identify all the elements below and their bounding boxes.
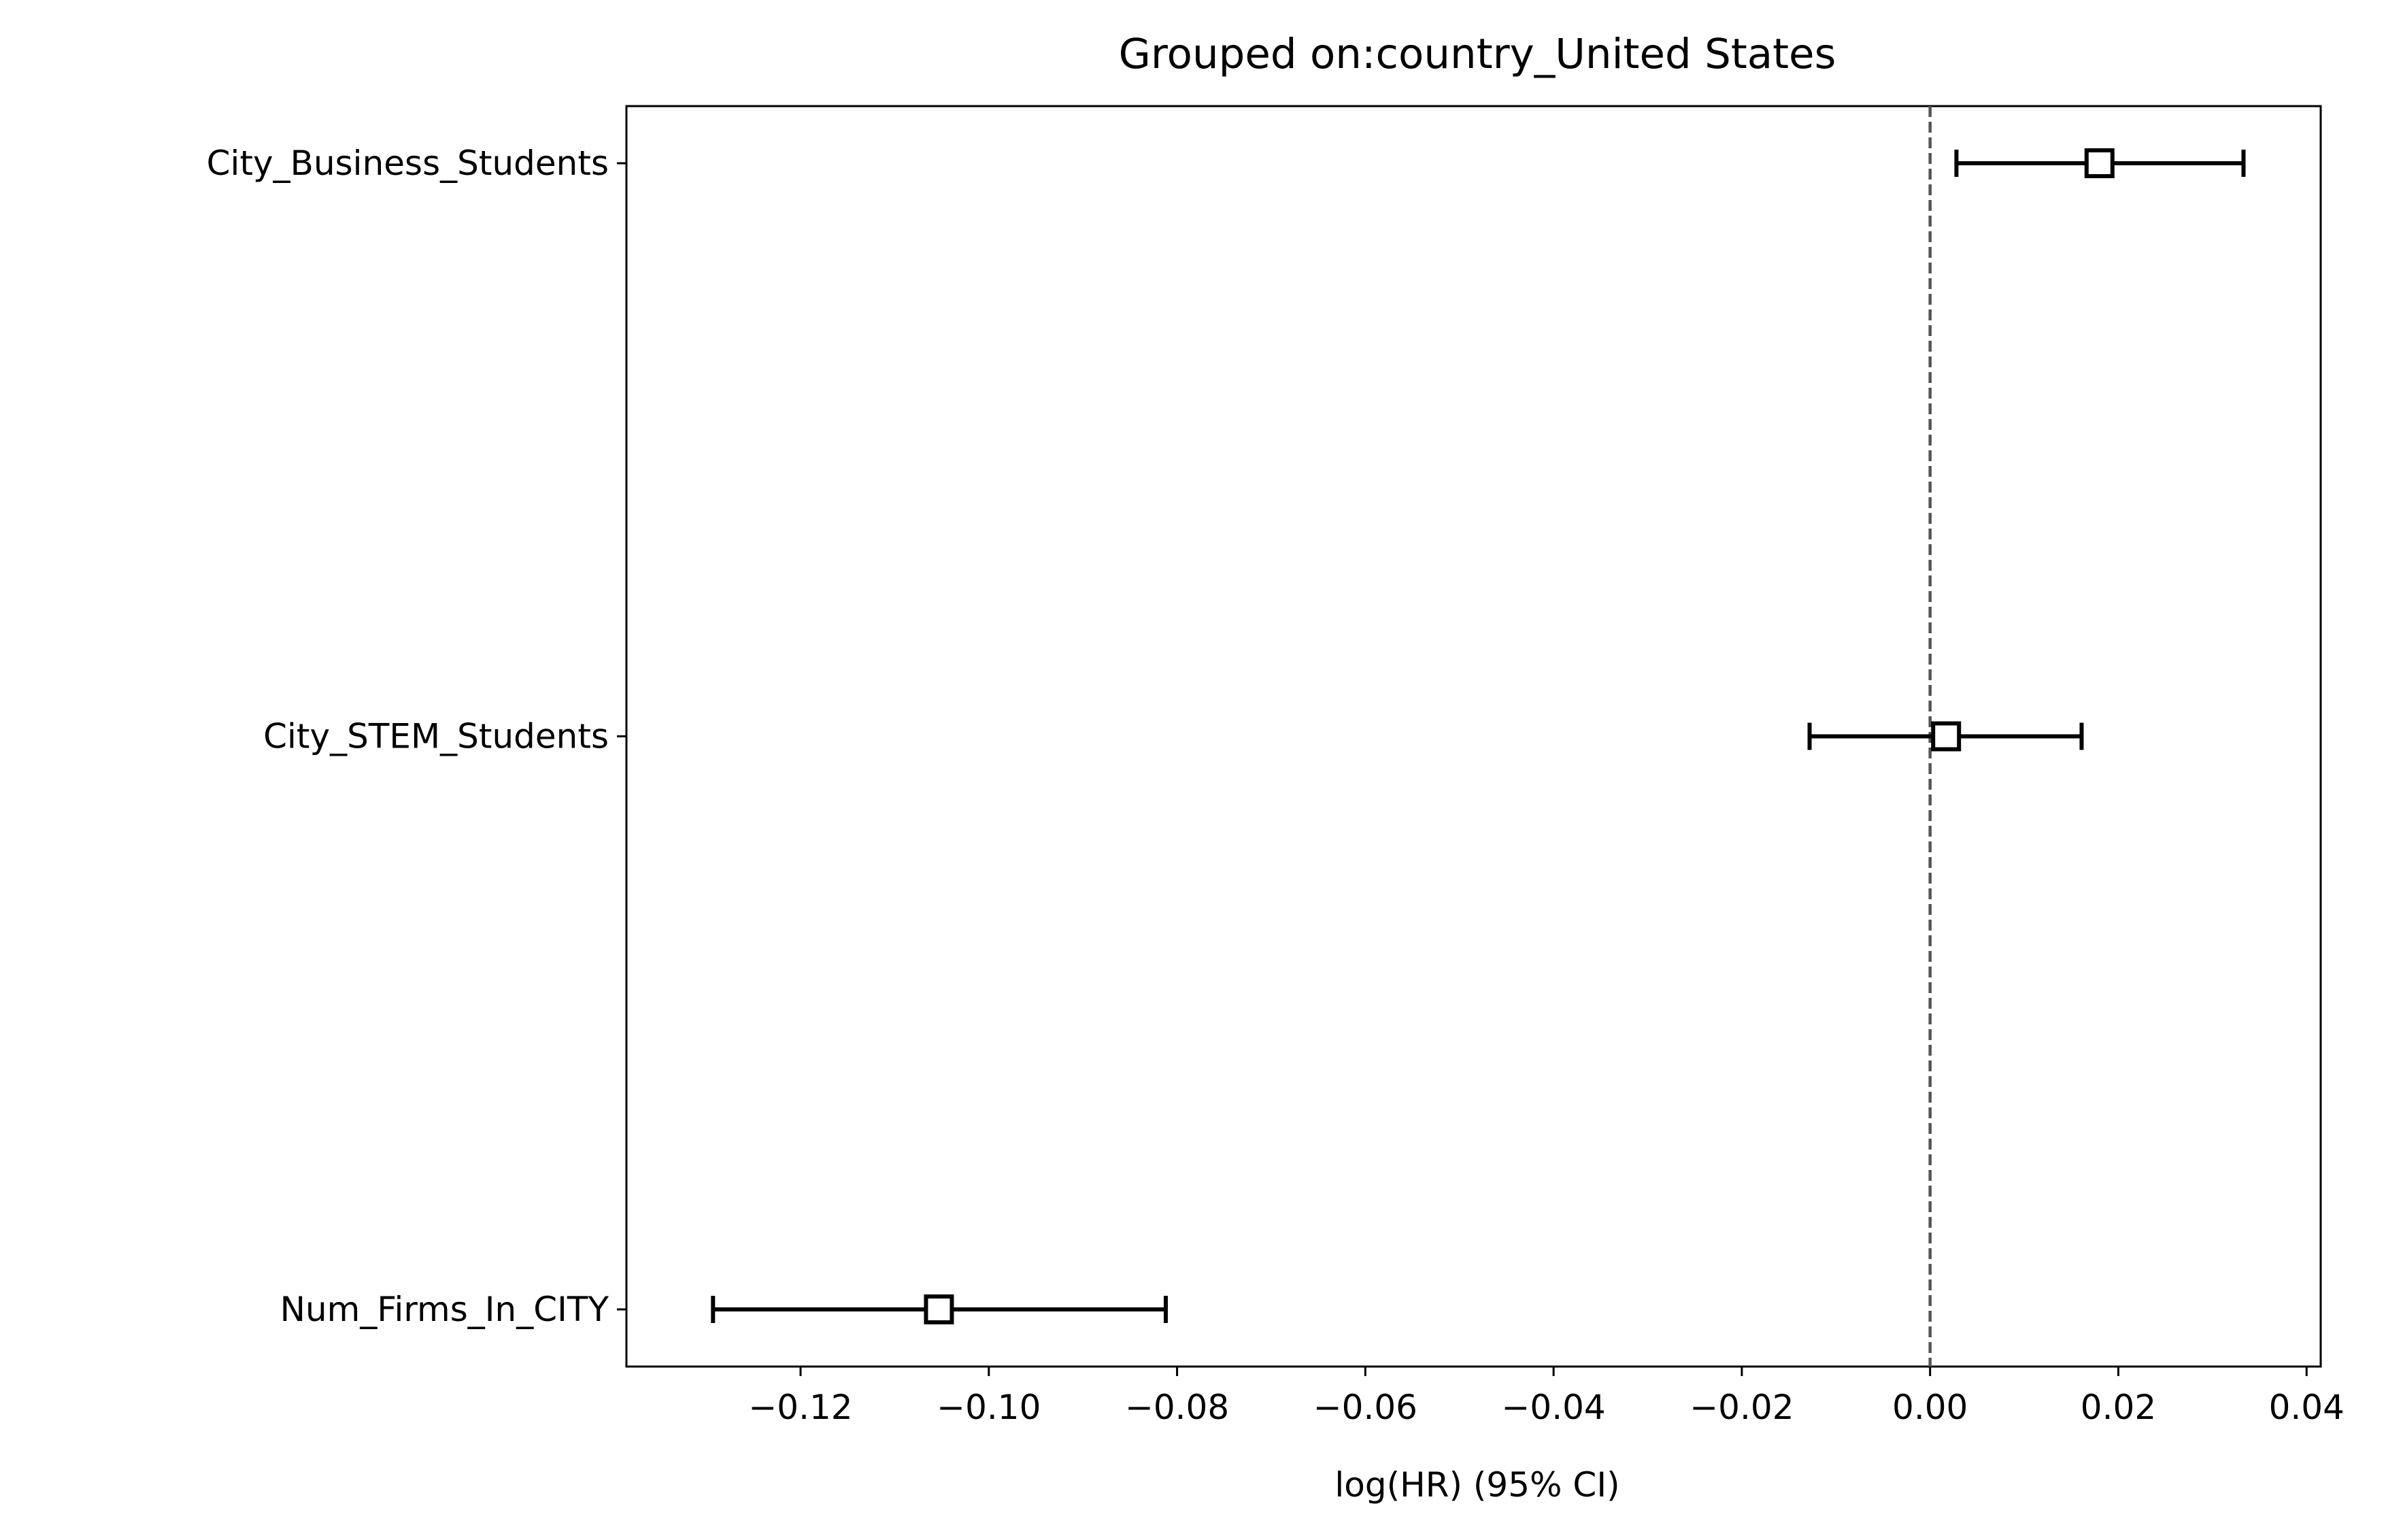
x-tick-label: −0.02 — [1690, 1388, 1794, 1427]
point-estimate-marker — [2084, 148, 2115, 178]
x-tick-label: 0.00 — [1892, 1388, 1968, 1427]
x-tick-label: −0.10 — [937, 1388, 1041, 1427]
x-tick-label: 0.04 — [2269, 1388, 2345, 1427]
chart-title: Grouped on:country_United States — [1119, 30, 1836, 78]
point-estimate-marker — [1931, 721, 1962, 752]
x-axis-label: log(HR) (95% CI) — [1334, 1465, 1619, 1505]
y-tick-label: City_Business_Students — [207, 144, 609, 183]
y-tick-label: Num_Firms_In_CITY — [280, 1290, 609, 1329]
y-tick-label: City_STEM_Students — [263, 717, 609, 756]
plot-area: −0.12 −0.10 −0.08 −0.06 −0.04 −0.02 0.00 0.02 0.… — [207, 105, 2345, 1427]
x-tick-label: 0.02 — [2081, 1388, 2156, 1427]
x-tick-label: −0.08 — [1125, 1388, 1229, 1427]
point-estimate-marker — [924, 1294, 954, 1324]
x-tick-label: −0.04 — [1502, 1388, 1606, 1427]
x-tick-label: −0.12 — [748, 1388, 852, 1427]
x-tick-label: −0.06 — [1313, 1388, 1417, 1427]
